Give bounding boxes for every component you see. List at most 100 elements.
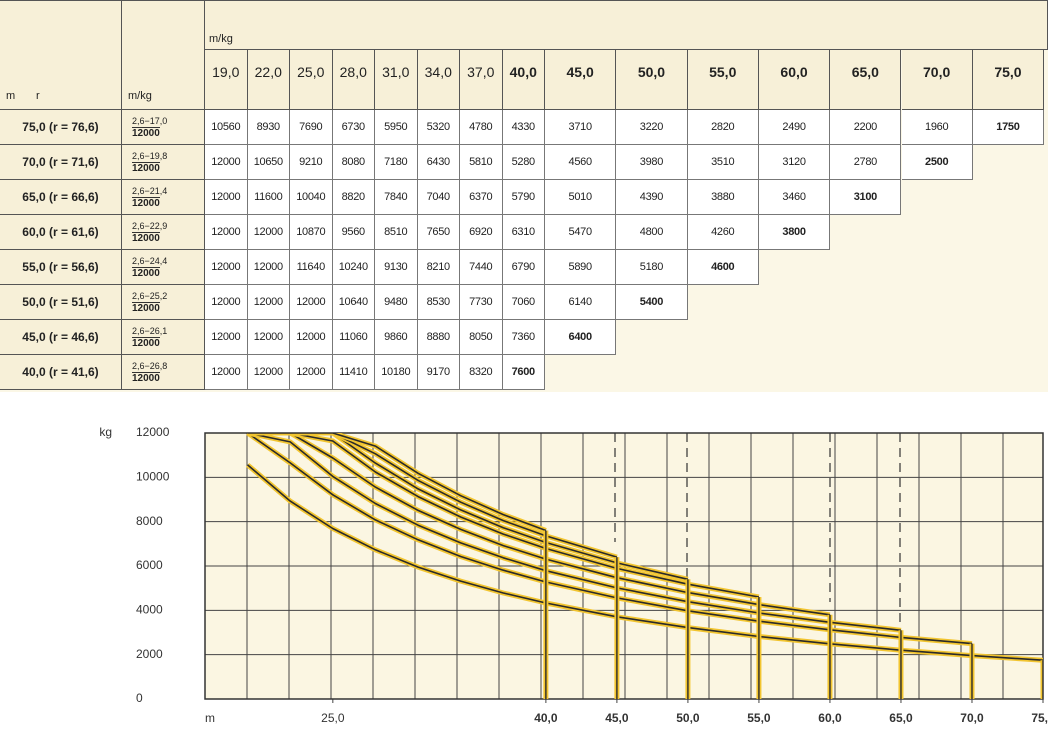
load-value: 12000 [205,250,248,285]
radius-header: 25,0 [290,50,333,110]
boom-length: 70,0 (r = 71,6) [0,145,122,180]
range-cell: 2,6−25,2 12000 [122,285,205,320]
load-value: 12000 [205,320,248,355]
radius-header: 31,0 [375,50,418,110]
range-text: 2,6−17,0 [132,115,168,126]
load-value: 5890 [545,250,617,285]
load-value: 9560 [332,215,375,250]
load-value: 7180 [375,145,418,180]
load-value: 2780 [830,145,902,180]
max-load: 12000 [132,266,160,279]
load-value: 12000 [290,320,333,355]
load-value: 5280 [502,145,545,180]
x-unit: m [205,711,215,725]
load-value: 5950 [375,110,418,145]
load-value: 8930 [247,110,290,145]
range-text: 2,6−21,4 [132,185,168,196]
load-value: 2200 [830,110,902,145]
load-value: 7730 [460,285,503,320]
load-value: 12000 [247,355,290,390]
y-unit: kg [99,425,112,439]
header-range [122,0,205,110]
load-value: 10040 [290,180,333,215]
x-tick-label: 45,0 [605,711,629,725]
y-tick-label: 2000 [136,647,163,661]
boom-length: 40,0 (r = 41,6) [0,355,122,390]
radius-header: 55,0 [687,50,759,110]
load-value: 7440 [460,250,503,285]
load-value: 10640 [332,285,375,320]
header-r: r [36,90,40,102]
y-tick-label: 4000 [136,603,163,617]
load-value: 4560 [545,145,617,180]
radius-header: 34,0 [417,50,460,110]
load-value: 5010 [545,180,617,215]
load-curve [247,433,760,598]
range-cell: 2,6−26,1 12000 [122,320,205,355]
range-text: 2,6−24,4 [132,255,168,266]
load-curve [247,433,831,616]
range-cell: 2,6−17,0 12000 [122,110,205,145]
load-value: 3510 [687,145,759,180]
load-value: 10650 [247,145,290,180]
load-value: 7040 [417,180,460,215]
load-value: 5400 [616,285,688,320]
header-corner [0,0,122,110]
load-value: 2820 [687,110,759,145]
load-value: 12000 [205,285,248,320]
header-m: m [6,90,16,102]
load-value: 7360 [502,320,545,355]
load-value: 3980 [616,145,688,180]
radius-header: 75,0 [972,50,1045,110]
load-value: 11060 [332,320,375,355]
load-value: 3220 [616,110,688,145]
max-load: 12000 [132,196,160,209]
load-value: 1960 [901,110,973,145]
load-curve [247,433,618,558]
load-value: 7060 [502,285,545,320]
boom-length: 50,0 (r = 51,6) [0,285,122,320]
radius-header: 65,0 [830,50,902,110]
x-tick-label: 25,0 [321,711,345,725]
load-value: 8080 [332,145,375,180]
load-value: 8320 [460,355,503,390]
load-value: 6310 [502,215,545,250]
load-value: 12000 [247,250,290,285]
radius-header: 37,0 [460,50,503,110]
load-value: 5810 [460,145,503,180]
radius-header: 45,0 [545,50,617,110]
load-value: 9170 [417,355,460,390]
max-load: 12000 [132,161,160,174]
load-value: 8820 [332,180,375,215]
load-value: 6920 [460,215,503,250]
header-unit: m/kg [205,0,1048,50]
load-value: 5320 [417,110,460,145]
range-cell: 2,6−21,4 12000 [122,180,205,215]
range-text: 2,6−26,1 [132,325,168,336]
y-tick-label: 10000 [136,470,170,484]
load-curve [247,433,973,645]
radius-header: 50,0 [616,50,688,110]
load-value: 6140 [545,285,617,320]
load-value: 12000 [205,145,248,180]
y-tick-label: 12000 [136,425,170,439]
x-tick-label: 40,0 [534,711,558,725]
range-cell: 2,6−19,8 12000 [122,145,205,180]
load-value: 3460 [758,180,831,215]
load-value: 12000 [247,320,290,355]
load-value: 11410 [332,355,375,390]
load-value: 3120 [758,145,831,180]
load-value: 12000 [247,285,290,320]
boom-length: 55,0 (r = 56,6) [0,250,122,285]
load-value: 12000 [205,355,248,390]
load-value: 11640 [290,250,333,285]
load-value: 11600 [247,180,290,215]
x-tick-label: 55,0 [747,711,771,725]
x-tick-label: 65,0 [889,711,913,725]
load-value: 8510 [375,215,418,250]
load-table: m/kg m r m/kg 19,0 22,0 25,0 28,0 31,0 34,0 37,0 40… [0,0,1048,392]
load-value: 9860 [375,320,418,355]
load-chart: kg m 0 2000 4000 6000 8000 10000 12000 25,0 40,0… [0,392,1048,736]
boom-length: 75,0 (r = 76,6) [0,110,122,145]
